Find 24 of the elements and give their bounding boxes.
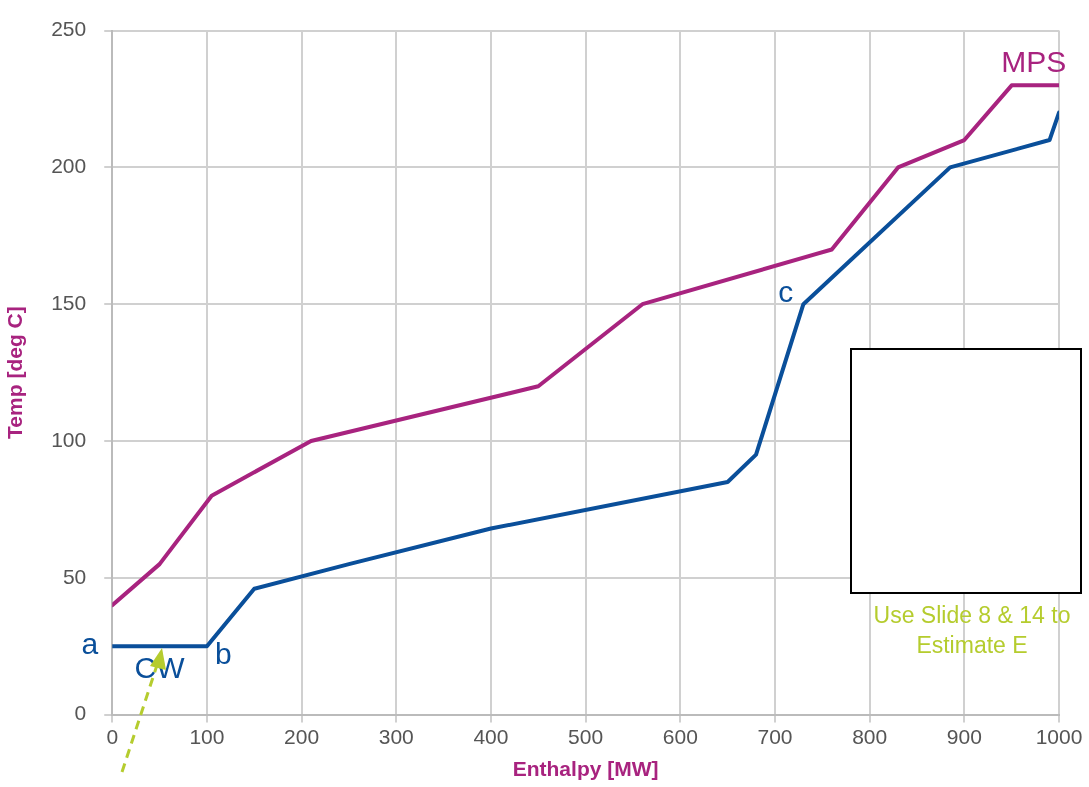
x-tick-label: 700 [757, 725, 793, 748]
y-tick-label: 200 [51, 154, 87, 178]
annotation: Use Slide 8 & 14 to Estimate E [872, 601, 1072, 660]
x-tick-label: 900 [946, 725, 982, 748]
y-tick-label: 150 [51, 291, 87, 314]
y-tick-label: 50 [62, 564, 87, 588]
annotation: b [214, 637, 232, 671]
annotation: MPS [1001, 44, 1067, 78]
x-tick-label: 400 [473, 725, 509, 748]
annotation: c [778, 275, 794, 309]
x-tick-label: 100 [189, 725, 225, 748]
annotation: a [81, 627, 99, 661]
y-tick-label: 250 [51, 17, 87, 41]
x-tick-label: 300 [378, 725, 414, 748]
x-tick-label: 600 [662, 725, 698, 748]
y-tick-label: 0 [74, 701, 87, 725]
x-axis-title: Enthalpy [MW] [512, 757, 659, 781]
x-tick-label: 800 [852, 725, 888, 748]
x-tick-label: 1000 [1035, 725, 1083, 748]
y-tick-label: 100 [51, 427, 87, 451]
x-tick-label: 0 [106, 725, 119, 748]
x-tick-label: 500 [568, 725, 604, 748]
x-tick-label: 200 [284, 725, 320, 748]
y-axis-title: Temp [deg C] [3, 306, 27, 439]
